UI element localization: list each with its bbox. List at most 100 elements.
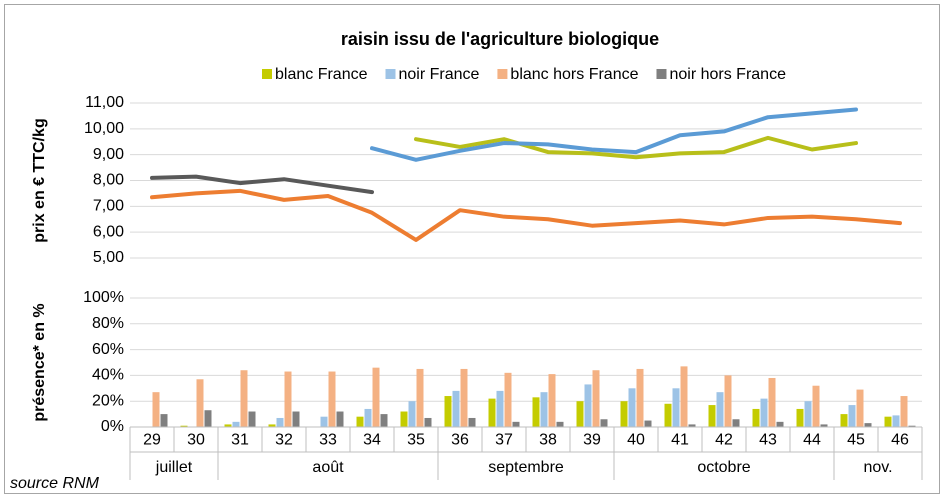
bar bbox=[180, 425, 188, 427]
bar bbox=[292, 411, 300, 427]
bar bbox=[804, 401, 812, 427]
x-tick-label: 37 bbox=[495, 432, 513, 449]
price-line bbox=[414, 135, 858, 160]
bar bbox=[848, 405, 856, 427]
y-tick-label: 5,00 bbox=[93, 249, 124, 266]
price-line bbox=[150, 174, 374, 195]
bar bbox=[592, 370, 600, 427]
y-axis-label: prix en € TTC/kg bbox=[31, 118, 48, 242]
y-tick-label: 60% bbox=[92, 341, 124, 358]
frame bbox=[4, 4, 940, 494]
bar bbox=[240, 370, 248, 427]
bar bbox=[760, 398, 768, 427]
x-tick-label: 44 bbox=[803, 432, 821, 449]
bar bbox=[672, 388, 680, 427]
x-tick-label: 42 bbox=[715, 432, 733, 449]
x-tick-label: 38 bbox=[539, 432, 557, 449]
bar bbox=[284, 371, 292, 427]
x-tick-label: 40 bbox=[627, 432, 645, 449]
bar bbox=[424, 417, 432, 427]
bar bbox=[496, 390, 504, 427]
y-tick-label: 9,00 bbox=[93, 146, 124, 163]
bar bbox=[812, 385, 820, 427]
y-tick-label: 11,00 bbox=[85, 94, 124, 111]
legend-swatch bbox=[385, 69, 396, 79]
bar bbox=[584, 384, 592, 427]
y-tick-label: 6,00 bbox=[93, 223, 124, 240]
bar bbox=[576, 401, 584, 427]
bar bbox=[152, 392, 160, 427]
bar bbox=[400, 411, 408, 427]
bar bbox=[840, 414, 848, 427]
group-label: nov. bbox=[863, 459, 892, 476]
x-tick-label: 35 bbox=[407, 432, 425, 449]
bar bbox=[892, 415, 900, 427]
bar bbox=[372, 367, 380, 427]
x-tick-label: 43 bbox=[759, 432, 777, 449]
bar bbox=[540, 392, 548, 427]
group-label: juillet bbox=[155, 459, 193, 476]
legend-swatch bbox=[262, 69, 272, 79]
x-tick-label: 45 bbox=[847, 432, 865, 449]
bar bbox=[444, 396, 452, 427]
bar bbox=[908, 425, 916, 427]
bar bbox=[364, 408, 372, 427]
x-tick-label: 31 bbox=[231, 432, 249, 449]
bar bbox=[732, 419, 740, 427]
x-tick-label: 32 bbox=[275, 432, 293, 449]
x-tick-label: 36 bbox=[451, 432, 469, 449]
x-tick-label: 33 bbox=[319, 432, 337, 449]
bar bbox=[532, 397, 540, 427]
bar bbox=[268, 424, 276, 427]
y-tick-label: 7,00 bbox=[93, 198, 124, 215]
legend-label: blanc France bbox=[275, 66, 368, 83]
y-tick-label: 10,00 bbox=[84, 120, 124, 137]
bar bbox=[356, 416, 364, 427]
legend-label: blanc hors France bbox=[510, 66, 638, 83]
group-label: août bbox=[312, 459, 344, 476]
bar bbox=[628, 388, 636, 427]
bar bbox=[160, 414, 168, 427]
bar bbox=[232, 421, 240, 427]
bar bbox=[408, 401, 416, 427]
group-label: octobre bbox=[697, 459, 750, 476]
price-line bbox=[370, 107, 858, 162]
bar bbox=[488, 398, 496, 427]
bar bbox=[204, 410, 212, 427]
bar bbox=[452, 390, 460, 427]
price-line bbox=[150, 188, 902, 242]
legend-label: noir hors France bbox=[669, 66, 786, 83]
legend-swatch bbox=[497, 69, 508, 79]
bar bbox=[620, 401, 628, 427]
bar bbox=[224, 424, 232, 427]
bar bbox=[820, 424, 828, 427]
bar bbox=[600, 419, 608, 427]
y-axis-label: présence* en % bbox=[31, 303, 48, 421]
legend-label: noir France bbox=[399, 66, 480, 83]
x-tick-label: 34 bbox=[363, 432, 381, 449]
x-tick-label: 29 bbox=[143, 432, 161, 449]
bar bbox=[752, 408, 760, 427]
bar bbox=[460, 368, 468, 427]
legend-swatch bbox=[656, 69, 667, 79]
chart-title: raisin issu de l'agriculture biologique bbox=[341, 29, 659, 49]
bar bbox=[380, 414, 388, 427]
bar bbox=[680, 366, 688, 427]
x-tick-label: 41 bbox=[671, 432, 689, 449]
bar bbox=[276, 417, 284, 427]
bar bbox=[636, 368, 644, 427]
y-tick-label: 40% bbox=[92, 367, 124, 384]
x-tick-label: 46 bbox=[891, 432, 909, 449]
bar bbox=[664, 403, 672, 427]
x-tick-label: 30 bbox=[187, 432, 205, 449]
bar bbox=[796, 408, 804, 427]
y-tick-label: 80% bbox=[92, 315, 124, 332]
bar bbox=[320, 416, 328, 427]
bar bbox=[708, 405, 716, 427]
bar bbox=[768, 377, 776, 427]
bar bbox=[724, 375, 732, 427]
x-tick-label: 39 bbox=[583, 432, 601, 449]
bar bbox=[776, 421, 784, 427]
bar bbox=[864, 423, 872, 427]
bar bbox=[716, 392, 724, 427]
